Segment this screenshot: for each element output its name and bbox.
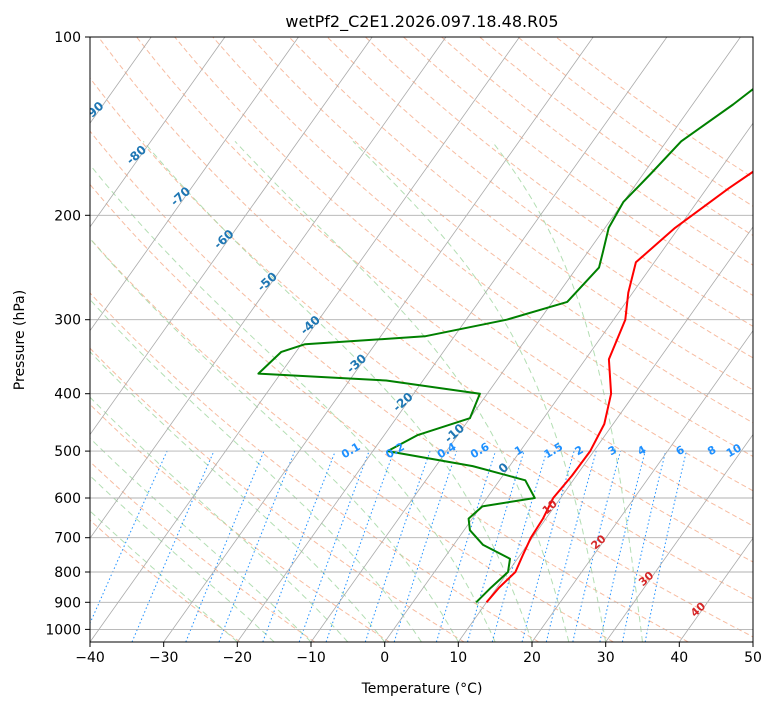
- mixing-ratio-line: [545, 450, 597, 642]
- dry-adiabat: [90, 130, 753, 638]
- y-axis-title: Pressure (hPa): [12, 290, 28, 390]
- y-tick-label: 600: [54, 491, 81, 507]
- x-tick-label: −20: [223, 650, 253, 666]
- mixing-ratio-line: [325, 450, 395, 642]
- dry-adiabat: [326, 37, 753, 359]
- isotherm-line: [90, 37, 299, 332]
- dry-adiabat: [90, 460, 315, 642]
- mixing-ratio-line: [599, 450, 646, 642]
- mixing-ratio-line: [467, 450, 525, 642]
- plot-frame: [89, 36, 754, 643]
- chart-title: wetPf2_C2E1.2026.097.18.48.R05: [285, 12, 558, 32]
- dewpoint-profile: [257, 87, 753, 604]
- y-tick-label: 400: [54, 387, 81, 403]
- isotherm-line: [236, 37, 668, 642]
- y-tick-label: 700: [54, 531, 81, 547]
- x-tick-label: 20: [523, 650, 541, 666]
- y-tick-label: 100: [54, 30, 81, 46]
- dry-adiabat: [250, 37, 753, 424]
- isotherm-line: [90, 37, 520, 642]
- x-tick-label: 10: [449, 650, 467, 666]
- mixing-ratio-line: [262, 450, 336, 642]
- x-tick-label: −40: [75, 650, 105, 666]
- isotherm-line: [90, 37, 373, 436]
- mixing-ratio-line: [90, 450, 168, 625]
- x-tick-label: 40: [670, 650, 688, 666]
- y-tick-label: 900: [54, 595, 81, 611]
- dry-adiabat: [90, 237, 614, 642]
- isotherm-line: [531, 330, 753, 642]
- x-tick-label: −30: [149, 650, 179, 666]
- dry-adiabat: [90, 77, 753, 600]
- dry-adiabat: [136, 37, 753, 527]
- mixing-ratio-label: 13: [751, 441, 771, 460]
- mixing-ratio-line: [185, 450, 265, 642]
- dry-adiabat: [90, 183, 689, 642]
- isotherm-line: [678, 537, 753, 642]
- y-tick-label: 500: [54, 444, 81, 460]
- sounding-series: [257, 87, 753, 604]
- dry-adiabat: [174, 37, 753, 492]
- dry-adiabat: [98, 37, 753, 563]
- x-tick-label: 0: [380, 650, 389, 666]
- isotherm-line: [605, 433, 753, 642]
- mixing-ratio-line: [521, 450, 575, 642]
- mixing-ratio-line: [298, 450, 370, 642]
- x-axis-title: Temperature (°C): [361, 681, 483, 697]
- x-axis: −40 −30 −20 −10 0 10 20 30 40 50: [75, 642, 762, 666]
- mixing-ratio-line: [621, 450, 667, 642]
- y-tick-label: 200: [54, 208, 81, 224]
- dry-adiabat: [90, 403, 390, 642]
- y-tick-label: 800: [54, 565, 81, 581]
- mixing-ratio-line: [572, 450, 621, 642]
- dry-adiabat: [288, 37, 753, 391]
- mixing-ratio-line: [435, 450, 496, 642]
- isotherm-line: [90, 37, 226, 228]
- temperature-profile: [485, 170, 753, 603]
- x-tick-label: −10: [296, 650, 326, 666]
- isotherm-line: [384, 122, 753, 642]
- isotherm-line: [310, 37, 741, 642]
- x-tick-label: 50: [744, 650, 762, 666]
- gridlines: [90, 37, 753, 630]
- y-tick-label: 1000: [45, 622, 81, 638]
- isotherm-line: [90, 37, 447, 539]
- mixing-ratio-line: [364, 450, 431, 642]
- y-tick-label: 300: [54, 313, 81, 329]
- dry-adiabat: [90, 292, 540, 642]
- y-axis: 100 200 300 400 500 600 700 800 900 1000: [45, 30, 90, 638]
- x-tick-label: 30: [597, 650, 615, 666]
- mixing-ratio-line: [218, 450, 296, 642]
